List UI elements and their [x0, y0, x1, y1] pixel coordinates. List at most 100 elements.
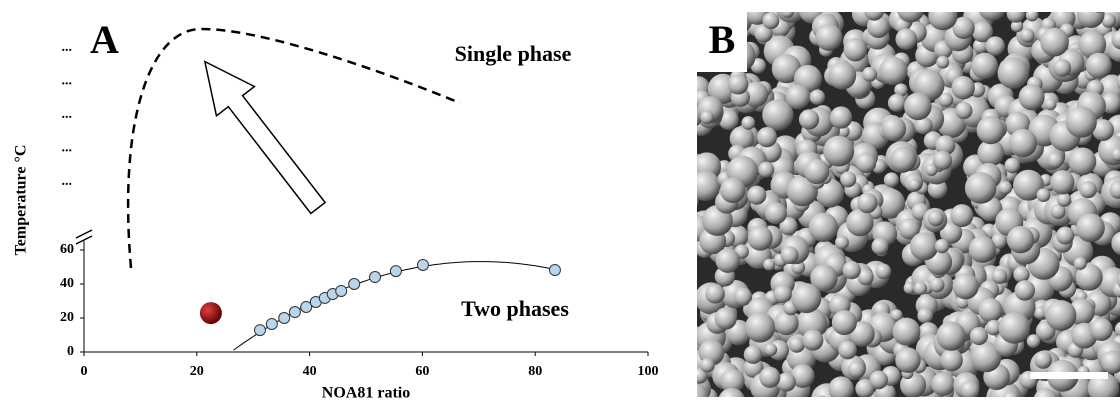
data-point	[335, 284, 348, 297]
sem-particle	[764, 343, 778, 356]
sem-particle	[1050, 203, 1066, 219]
sem-particle	[780, 246, 799, 265]
x-tick-label: 60	[415, 364, 429, 379]
y-tick-label: 20	[60, 310, 74, 325]
sem-particle	[895, 347, 921, 373]
sem-particle	[1034, 351, 1052, 369]
sem-particle	[1085, 52, 1112, 79]
sem-particle	[985, 36, 1006, 56]
sem-particle	[828, 61, 857, 90]
sem-particle	[879, 56, 908, 86]
sem-particle	[1020, 28, 1035, 43]
sem-particle	[977, 139, 1005, 167]
sem-particle	[1068, 147, 1097, 176]
sem-particle	[747, 225, 773, 251]
sem-particle	[914, 116, 933, 135]
sem-particle	[729, 126, 755, 151]
sem-particle	[718, 387, 745, 397]
sem-particle	[931, 372, 956, 396]
sem-particle	[985, 319, 1002, 336]
sem-particle	[804, 158, 830, 185]
sem-particle	[1078, 30, 1107, 59]
sem-particle	[829, 106, 853, 129]
sem-particle	[831, 310, 857, 336]
sem-particle	[1065, 106, 1097, 138]
sem-particle	[1075, 263, 1103, 291]
sem-particle	[1117, 273, 1120, 288]
scale-bar	[1030, 372, 1108, 379]
data-point	[369, 271, 382, 284]
y-break-label: ...	[62, 40, 73, 55]
sem-particle	[935, 135, 956, 156]
sem-particle	[762, 99, 794, 131]
sem-particle	[1111, 29, 1120, 50]
phase-boundary	[126, 27, 461, 269]
y-break-label: ...	[62, 74, 73, 89]
label-box	[697, 12, 747, 72]
sem-particle	[964, 172, 997, 204]
sem-particle	[798, 109, 820, 130]
sem-particle	[932, 150, 953, 171]
sem-particle	[779, 217, 798, 236]
panel-label: B	[709, 17, 736, 62]
sem-particle	[998, 312, 1031, 344]
sem-particle	[771, 54, 802, 84]
sem-particle	[892, 317, 921, 346]
sem-particle	[1116, 73, 1120, 90]
sem-particle	[1076, 12, 1105, 28]
sem-particle	[743, 345, 763, 364]
data-point	[416, 258, 429, 271]
sem-particle	[754, 24, 773, 43]
sem-particle	[785, 84, 811, 110]
sem-particle	[774, 311, 799, 336]
y-tick-label: 60	[60, 242, 74, 257]
sem-particle	[1004, 157, 1021, 174]
y-break-label: ...	[62, 141, 73, 156]
sem-particle	[855, 152, 877, 174]
sem-particle	[1101, 350, 1120, 374]
sem-particle	[720, 177, 746, 204]
sem-particle	[791, 283, 822, 314]
sem-particle	[969, 326, 988, 346]
sem-particle	[968, 235, 996, 263]
sem-particle	[1091, 12, 1099, 13]
data-point	[548, 264, 561, 277]
sem-particle	[1006, 12, 1026, 23]
sem-particle	[700, 357, 715, 373]
sem-particle	[1053, 58, 1072, 77]
sem-particle	[1101, 13, 1117, 28]
sem-particle	[991, 233, 1007, 249]
sem-image	[697, 12, 1120, 397]
x-tick-label: 100	[638, 364, 659, 379]
sem-particle	[997, 57, 1030, 89]
sem-particle	[940, 348, 963, 372]
sem-particle	[718, 109, 739, 131]
sem-particle	[857, 268, 874, 286]
sem-particle	[1018, 84, 1045, 111]
sem-particle	[796, 307, 828, 339]
sem-particle	[1040, 27, 1069, 57]
sem-particle	[917, 307, 934, 324]
data-point	[288, 306, 301, 319]
sem-particle	[763, 258, 776, 271]
sem-particle	[862, 66, 878, 82]
data-point	[199, 302, 222, 325]
sem-particle	[720, 369, 745, 394]
y-axis-label: Temperature °C	[13, 145, 30, 256]
sem-particle	[788, 336, 805, 353]
sem-particle	[697, 246, 700, 258]
data-point	[348, 278, 361, 290]
sem-particle	[750, 58, 767, 74]
sem-particle	[913, 281, 928, 296]
annotation: Two phases	[461, 296, 569, 321]
sem-particle	[1047, 152, 1064, 169]
sem-particle	[776, 372, 796, 392]
sem-particle	[773, 284, 792, 304]
sem-particle	[835, 235, 849, 250]
x-tick-label: 40	[303, 364, 317, 379]
sem-particle	[887, 93, 906, 112]
sem-particle	[936, 321, 966, 351]
sem-particle	[883, 172, 899, 188]
sem-particle	[810, 264, 838, 292]
